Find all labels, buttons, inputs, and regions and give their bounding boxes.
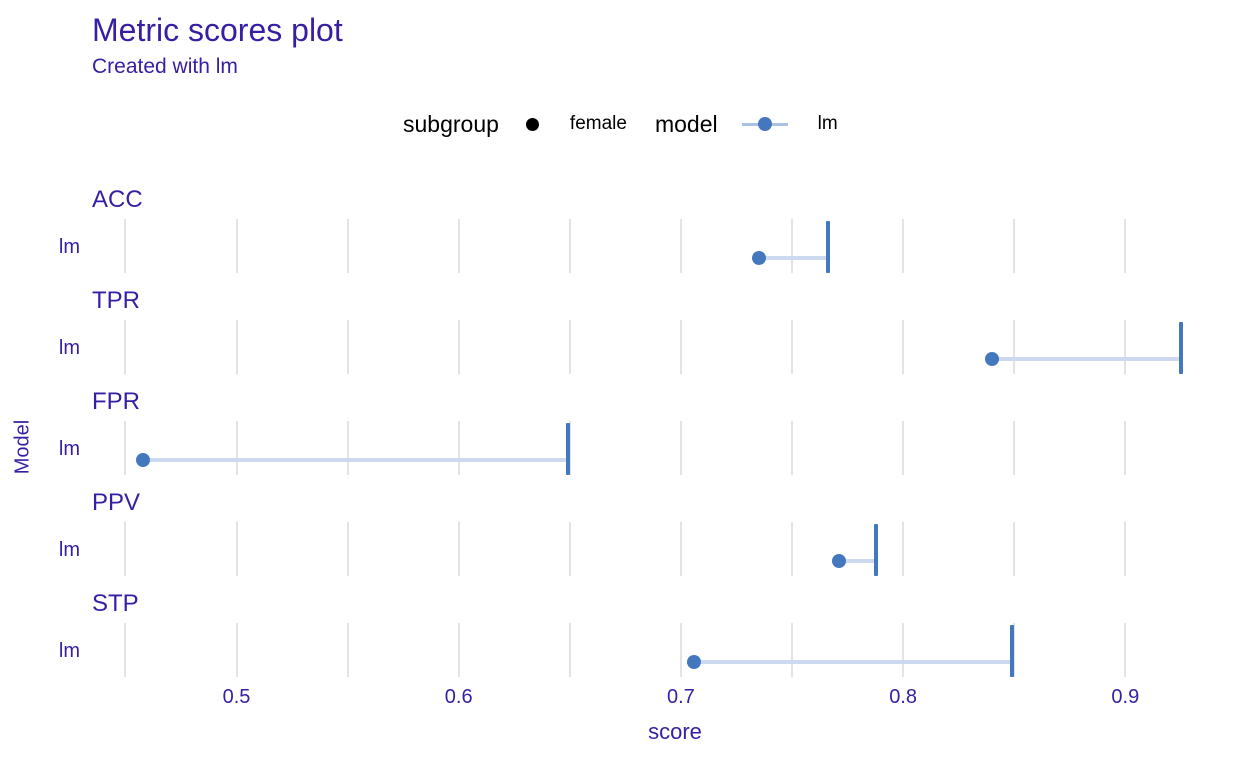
row-tick-label: lm	[58, 438, 80, 460]
grid-line	[791, 522, 793, 576]
x-tick-label: 0.9	[1111, 686, 1140, 708]
grid-line	[1124, 623, 1127, 677]
grid-line	[1013, 522, 1016, 576]
grid-line	[346, 320, 349, 374]
grid-line	[791, 623, 793, 677]
grid-line	[679, 219, 682, 273]
grid-line	[124, 522, 127, 576]
facet-label-acc: ACC	[92, 186, 143, 213]
grid-line	[235, 522, 238, 576]
score-range-line	[838, 559, 877, 563]
reference-bar	[1009, 625, 1014, 677]
grid-line	[791, 219, 793, 273]
grid-line	[1013, 320, 1016, 374]
reference-bar	[874, 524, 879, 576]
x-tick-label: 0.8	[889, 686, 917, 708]
grid-line	[235, 320, 238, 374]
chart-subtitle: Created with lm	[92, 55, 238, 78]
subgroup-point-fpr	[136, 453, 151, 467]
x-tick-label: 0.7	[666, 686, 695, 708]
grid-line	[457, 320, 460, 374]
grid-line	[457, 219, 460, 273]
grid-line	[235, 421, 238, 475]
grid-line	[346, 219, 349, 273]
facet-label-ppv: PPV	[92, 489, 141, 516]
grid-line	[1124, 320, 1127, 374]
grid-line	[902, 219, 905, 273]
grid-line	[791, 320, 793, 374]
subgroup-point-tpr	[984, 352, 999, 366]
grid-line	[568, 623, 571, 677]
legend-subgroup-item-label: female	[569, 113, 627, 134]
row-tick-label: lm	[58, 640, 80, 662]
facet-label-stp: STP	[92, 590, 139, 617]
grid-line	[346, 522, 349, 576]
grid-line	[1013, 623, 1016, 677]
grid-line	[346, 623, 349, 677]
grid-line	[1124, 522, 1127, 576]
grid-line	[124, 219, 127, 273]
grid-line	[568, 219, 571, 273]
legend-model-item-label: lm	[817, 113, 838, 134]
grid-line	[679, 522, 682, 576]
grid-line	[568, 522, 571, 576]
grid-line	[124, 623, 127, 677]
grid-line	[124, 421, 127, 475]
grid-line	[235, 623, 238, 677]
grid-line	[679, 320, 682, 374]
grid-line	[568, 320, 571, 374]
grid-line	[1124, 421, 1127, 475]
grid-line	[679, 421, 682, 475]
subgroup-point-acc	[751, 251, 766, 265]
x-tick-label: 0.6	[444, 686, 473, 708]
subgroup-point-ppv	[831, 554, 846, 568]
grid-line	[902, 522, 905, 576]
x-tick-label: 0.5	[222, 686, 251, 708]
legend-model-title: model	[654, 110, 718, 137]
facet-label-fpr: FPR	[92, 388, 140, 415]
legend: subgroup female model lm	[403, 106, 838, 142]
facet-label-tpr: TPR	[92, 287, 140, 314]
grid-line	[457, 623, 460, 677]
row-tick-label: lm	[58, 337, 80, 359]
grid-line	[457, 522, 460, 576]
grid-line	[791, 421, 793, 475]
score-range-line	[758, 256, 828, 260]
reference-bar	[1178, 322, 1183, 374]
grid-line	[902, 623, 905, 677]
legend-glyph-dot	[757, 117, 772, 131]
grid-line	[457, 421, 460, 475]
grid-line	[679, 623, 682, 677]
x-axis-title: score	[648, 719, 702, 744]
score-range-line	[694, 660, 1012, 664]
grid-line	[124, 320, 127, 374]
legend-subgroup-title: subgroup	[403, 110, 499, 137]
model-lm-lollipop-icon	[741, 116, 788, 132]
grid-line	[1013, 421, 1016, 475]
grid-line	[1013, 219, 1016, 273]
grid-line	[902, 421, 905, 475]
reference-bar	[565, 423, 570, 475]
score-range-line	[143, 458, 568, 462]
grid-line	[902, 320, 905, 374]
subgroup-point-stp	[687, 655, 702, 669]
grid-line	[568, 421, 571, 475]
score-range-line	[991, 357, 1181, 361]
row-tick-label: lm	[58, 539, 80, 561]
grid-line	[1124, 219, 1127, 273]
grid-line	[235, 219, 238, 273]
reference-bar	[825, 221, 830, 273]
chart-title: Metric scores plot	[92, 12, 343, 48]
row-tick-label: lm	[58, 236, 80, 258]
grid-line	[346, 421, 349, 475]
subgroup-female-dot-icon	[525, 117, 539, 131]
